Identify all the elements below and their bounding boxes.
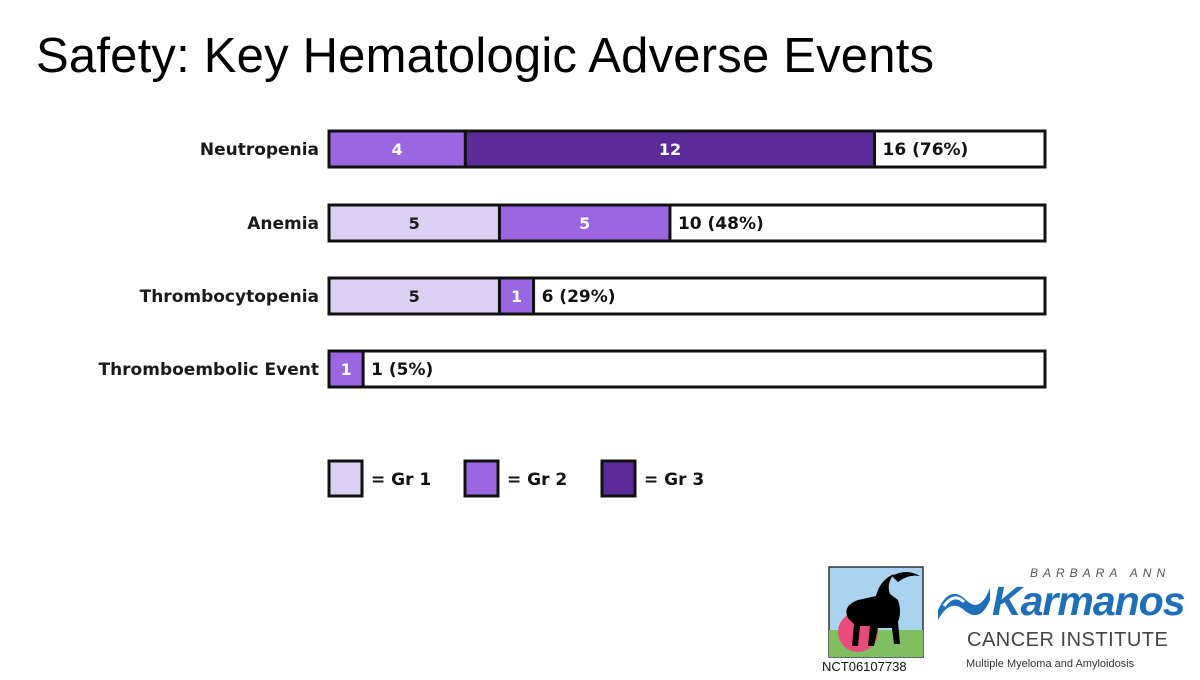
total-label: 10 (48%) xyxy=(678,214,764,234)
category-label: Neutropenia xyxy=(200,140,319,160)
bar-segment xyxy=(463,129,877,169)
bar-segment xyxy=(497,203,672,243)
karmanos-program: Multiple Myeloma and Amyloidosis xyxy=(966,658,1135,670)
total-label: 6 (29%) xyxy=(542,287,616,307)
segment-label: 1 xyxy=(511,287,522,306)
segment-label: 1 xyxy=(340,360,351,379)
legend-label: = Gr 3 xyxy=(644,470,704,490)
bar-segment xyxy=(327,276,501,316)
segment-label: 4 xyxy=(392,140,403,159)
bar-segment xyxy=(327,129,467,169)
legend-swatch xyxy=(600,459,637,498)
ibex-logo xyxy=(828,566,924,663)
legend-swatch xyxy=(463,459,500,498)
segment-label: 12 xyxy=(659,140,681,159)
slide-title: Safety: Key Hematologic Adverse Events xyxy=(36,29,935,83)
karmanos-top-text: BARBARA ANN xyxy=(1030,566,1171,580)
legend-label: = Gr 1 xyxy=(371,470,431,490)
category-label: Thrombocytopenia xyxy=(140,287,319,307)
trial-id: NCT06107738 xyxy=(822,659,907,674)
bar-segment xyxy=(497,276,536,316)
total-label: 16 (76%) xyxy=(883,140,969,160)
segment-label: 5 xyxy=(409,214,420,233)
bar-segment xyxy=(327,203,501,243)
karmanos-name: Karmanos xyxy=(992,578,1186,624)
total-label: 1 (5%) xyxy=(371,360,433,380)
karmanos-subtitle: CANCER INSTITUTE xyxy=(967,629,1169,651)
segment-label: 5 xyxy=(579,214,590,233)
stacked-bar-chart: Neutropenia 4 12 16 (76%) Anemia 5 5 10 (48%) Th… xyxy=(98,129,1047,498)
legend-label: = Gr 2 xyxy=(507,470,567,490)
segment-label: 5 xyxy=(409,287,420,306)
bar-outline xyxy=(327,349,1047,389)
legend-swatch xyxy=(327,459,364,498)
category-label: Anemia xyxy=(247,214,319,234)
karmanos-logo-mark xyxy=(936,580,992,627)
category-label: Thromboembolic Event xyxy=(98,360,319,380)
bar-segment xyxy=(327,349,365,389)
